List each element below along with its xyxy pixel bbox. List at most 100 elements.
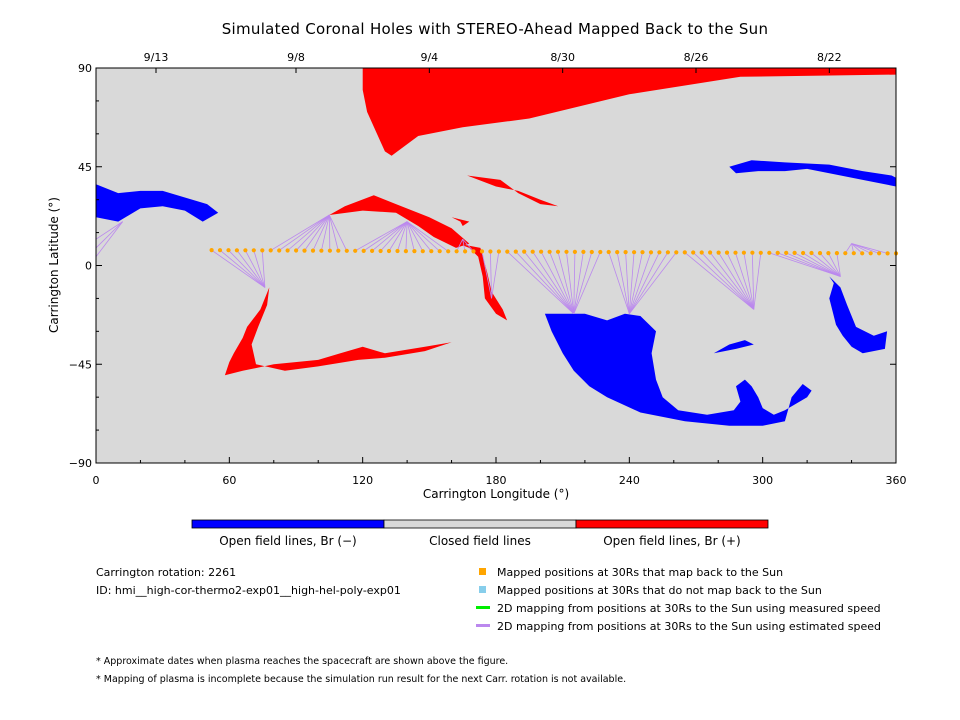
mapping-line-4 [245,250,266,288]
x-axis-ticks: 0 60 120 180 240 300 360 [93,457,907,487]
mapping-line-27 [406,221,440,252]
x-tick-label-5: 300 [752,474,773,487]
mapping-line-47 [608,251,630,314]
mapped-positions-track [209,248,899,256]
mapping-line-50 [628,252,635,314]
mapping-line-16 [328,214,348,251]
mapped-point-52 [648,250,654,255]
mapped-point-5 [251,248,256,253]
mapped-point-68 [784,250,789,255]
mapping-line-36 [515,251,575,315]
mapping-line-2 [228,249,266,288]
mapped-point-56 [682,250,687,255]
negative-hole-3 [713,340,754,354]
legend-swatch-not-mapped [479,586,486,593]
date-label-0: 9/13 [144,51,169,64]
mapping-line-56 [684,252,755,310]
positive-coronal-holes [224,68,896,376]
mapping-line-37 [523,251,575,315]
mapped-point-15 [336,248,341,253]
mapped-point-31 [471,249,476,254]
mapping-line-41 [557,251,575,314]
mapping-line-69 [794,252,841,277]
mapped-point-53 [657,250,662,255]
mapped-point-23 [403,249,408,254]
colorbar-negative [191,519,385,529]
wrap-line-0 [95,221,123,240]
date-axis-ticks: 9/13 9/8 9/4 8/30 8/26 8/22 [144,51,842,73]
mapped-point-12 [310,248,316,253]
mapping-line-61 [726,252,755,310]
mapping-line-35 [507,251,575,315]
mapping-line-66 [769,252,841,277]
mapped-point-80 [885,251,890,256]
y-tick-label-3: 45 [78,161,92,174]
mapping-line-64 [751,252,755,310]
mapped-point-33 [488,249,493,254]
y-tick-label-2: 0 [85,260,92,273]
mapping-line-55 [629,252,677,315]
mapped-point-78 [868,251,873,256]
mapped-point-63 [741,250,747,255]
mapped-point-14 [327,248,332,253]
mapping-line-44 [573,251,584,314]
mapping-line-72 [819,252,841,277]
mapped-point-4 [243,248,248,253]
chart-title: Simulated Coronal Holes with STEREO-Ahea… [221,20,769,38]
mapping-line-13 [321,214,330,251]
mapped-point-72 [817,251,823,256]
mapped-point-58 [699,250,704,255]
footnote-dates: * Approximate dates when plasma reaches … [96,656,509,667]
mapped-point-11 [302,248,307,253]
mapped-point-2 [226,248,231,253]
colorbar-label-negative: Open field lines, Br (−) [219,534,357,548]
mapped-point-55 [674,250,679,255]
mapping-line-29 [456,238,464,252]
mapped-point-30 [463,249,468,254]
date-label-2: 9/4 [420,51,438,64]
mapped-point-43 [572,249,578,254]
mapping-line-63 [743,252,755,310]
mapped-point-64 [750,250,755,255]
mapping-line-65 [753,252,762,310]
mapped-point-35 [505,249,510,254]
mapped-point-61 [724,250,730,255]
mapped-point-76 [851,251,856,256]
legend-label-measured: 2D mapping from positions at 30Rs to the… [497,602,881,615]
mapped-point-69 [792,250,797,255]
y-axis-ticks: −90 −45 0 45 90 [69,62,896,470]
mapping-line-48 [616,252,630,314]
mapped-point-17 [353,248,358,253]
mapped-point-40 [547,249,552,254]
mapped-point-39 [539,249,544,254]
mapping-line-77 [851,243,863,254]
mapping-line-59 [709,252,755,310]
mapping-line-7 [270,214,330,251]
mapped-point-34 [496,249,501,254]
mapping-line-25 [406,221,424,252]
mapped-point-54 [665,250,671,255]
mapped-point-77 [860,251,865,256]
mapped-point-37 [522,249,527,254]
mapped-point-27 [437,249,442,254]
positive-hole-1 [329,195,470,248]
legend-label-mapped: Mapped positions at 30Rs that map back t… [497,566,784,579]
mapped-point-67 [775,250,780,255]
legend-label-not-mapped: Mapped positions at 30Rs that do not map… [497,584,822,597]
run-id: ID: hmi__high-cor-thermo2-exp01__high-he… [96,584,401,597]
x-tick-label-1: 60 [222,474,236,487]
mapped-point-38 [530,249,535,254]
mapping-line-9 [287,214,330,251]
mapping-line-68 [785,252,841,277]
mapped-point-36 [513,249,518,254]
mapping-line-30 [462,239,466,252]
mapping-line-23 [405,221,408,252]
mapping-line-20 [380,221,408,252]
mapping-line-19 [371,221,408,252]
mapping-line-1 [219,249,266,288]
x-tick-label-0: 0 [93,474,100,487]
mapping-line-18 [363,221,408,252]
colorbar-label-closed: Closed field lines [429,534,531,548]
wrap-line-2 [95,221,123,257]
positive-hole-2 [467,175,559,207]
